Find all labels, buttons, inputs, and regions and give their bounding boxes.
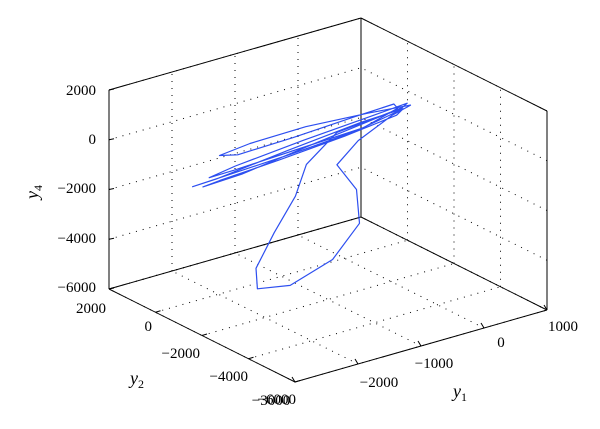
y1-tick-mark xyxy=(291,376,296,383)
y4-tick-label: 0 xyxy=(89,132,97,148)
y1-tick-mark xyxy=(354,358,359,365)
grid-lines xyxy=(108,17,548,383)
y4-tick-labels: 2000 0 −2000 −4000 −6000 xyxy=(58,83,96,296)
y2-tick-mark xyxy=(201,333,208,336)
y2-tick-label: −6000 xyxy=(258,392,296,408)
y4-axis-label: y4 xyxy=(22,185,45,201)
y1-axis-label: y1 xyxy=(451,381,467,404)
floor-grid-line xyxy=(155,239,408,313)
y2-tick-label: −4000 xyxy=(210,369,248,385)
side-wall-grid-line xyxy=(360,117,548,211)
y2-tick-mark xyxy=(108,287,115,290)
y1-tick-mark xyxy=(543,304,548,311)
y2-tick-label: 2000 xyxy=(76,301,106,317)
y2-axis-label: y2 xyxy=(128,368,144,391)
plot-box xyxy=(108,17,548,383)
box-edge xyxy=(108,216,362,290)
floor-grid-line xyxy=(234,252,422,347)
y4-tick-mark xyxy=(108,237,115,240)
y1-tick-label: 1000 xyxy=(548,319,578,335)
y2-tick-mark xyxy=(294,380,301,383)
y4-tick-mark xyxy=(108,88,115,91)
back-wall-grid-line xyxy=(108,117,362,190)
trajectory-series-line xyxy=(192,102,412,290)
y1-tick-label: −2000 xyxy=(360,375,398,391)
y1-tick-labels: −3000 −2000 −1000 0 1000 xyxy=(252,319,578,409)
y1-tick-mark xyxy=(417,340,422,347)
box-edge xyxy=(360,17,548,112)
box-edge xyxy=(360,216,548,311)
y2-tick-mark xyxy=(155,310,161,313)
y4-tick-label: −4000 xyxy=(58,231,96,247)
y4-tick-label: −6000 xyxy=(58,280,96,296)
y1-tick-label: −1000 xyxy=(415,356,453,372)
y1-tick-label: −3000 xyxy=(252,393,290,409)
y4-tick-mark xyxy=(108,138,115,141)
box-edge xyxy=(108,17,362,91)
y2-tick-labels: 2000 0 −2000 −4000 −6000 xyxy=(76,301,296,408)
y4-tick-mark xyxy=(108,188,115,190)
y4-tick-label: −2000 xyxy=(58,181,96,197)
y2-tick-label: 0 xyxy=(145,319,153,335)
y1-tick-label: 0 xyxy=(497,335,505,351)
y4-tick-label: 2000 xyxy=(66,83,96,99)
y1-tick-mark xyxy=(480,322,485,329)
floor-grid-line xyxy=(248,286,501,360)
side-wall-grid-line xyxy=(360,67,548,162)
back-wall-grid-line xyxy=(108,67,362,141)
y2-tick-mark xyxy=(248,356,254,360)
data-layer xyxy=(192,102,412,290)
tick-marks xyxy=(108,88,548,383)
y2-tick-label: −2000 xyxy=(162,346,200,362)
floor-grid-line xyxy=(201,263,455,336)
